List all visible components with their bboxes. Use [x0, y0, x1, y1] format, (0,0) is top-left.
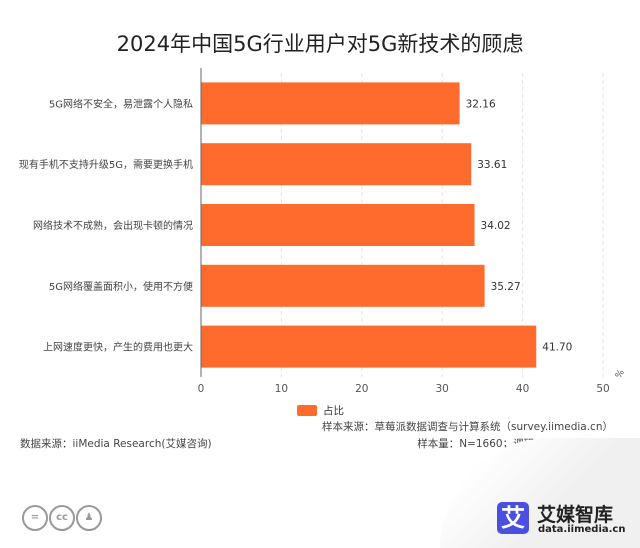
x-tick-label: 30	[436, 383, 449, 395]
bar	[201, 143, 472, 186]
x-tick-label: 40	[516, 383, 529, 395]
bar	[201, 325, 537, 368]
iimedia-logo-icon: 艾	[497, 502, 529, 534]
chart-title: 2024年中国5G行业用户对5G新技术的顾虑	[116, 32, 524, 56]
cc-icon: cc	[49, 505, 75, 531]
x-tick-label: 50	[596, 383, 609, 395]
category-label: 5G网络覆盖面积小，使用不方便	[49, 280, 193, 293]
bar-value-label: 35.27	[491, 281, 521, 293]
category-label: 5G网络不安全，易泄露个人隐私	[49, 97, 193, 110]
sample-source: 样本来源：草莓派数据调查与计算系统（survey.iimedia.cn）	[322, 421, 613, 433]
bar	[201, 204, 475, 246]
bar-value-label: 41.70	[542, 342, 572, 354]
nd-icon: =	[22, 505, 48, 531]
x-tick-label: 20	[355, 383, 368, 395]
category-label: 上网速度更快，产生的费用也更大	[43, 341, 193, 354]
logo-url: data.iimedia.cn	[538, 524, 626, 535]
category-label: 网络技术不成熟，会出现卡顿的情况	[33, 219, 193, 232]
x-tick-label: 0	[198, 383, 205, 395]
by-person-icon: ♟	[76, 505, 102, 531]
category-label: 现有手机不支持升级5G，需要更换手机	[19, 158, 193, 171]
legend-label: 占比	[323, 404, 344, 417]
legend-swatch	[297, 405, 317, 416]
x-tick-label: 10	[275, 383, 288, 395]
bar-value-label: 32.16	[466, 98, 496, 110]
bar	[201, 82, 460, 125]
x-unit-label: %	[614, 368, 627, 381]
bar	[201, 264, 485, 307]
bar-value-label: 33.61	[477, 159, 507, 171]
data-source: 数据来源：iiMedia Research(艾媒咨询)	[20, 438, 212, 450]
logo-name: 艾媒智库	[537, 504, 614, 526]
bar-value-label: 34.02	[481, 220, 511, 232]
